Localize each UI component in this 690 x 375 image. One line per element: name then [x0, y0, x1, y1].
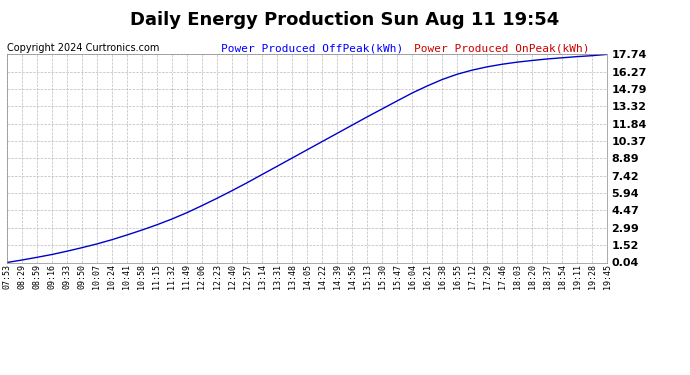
Text: Power Produced OnPeak(kWh): Power Produced OnPeak(kWh): [414, 43, 589, 53]
Text: Daily Energy Production Sun Aug 11 19:54: Daily Energy Production Sun Aug 11 19:54: [130, 11, 560, 29]
Text: Copyright 2024 Curtronics.com: Copyright 2024 Curtronics.com: [7, 43, 159, 53]
Text: Power Produced OffPeak(kWh): Power Produced OffPeak(kWh): [221, 43, 403, 53]
